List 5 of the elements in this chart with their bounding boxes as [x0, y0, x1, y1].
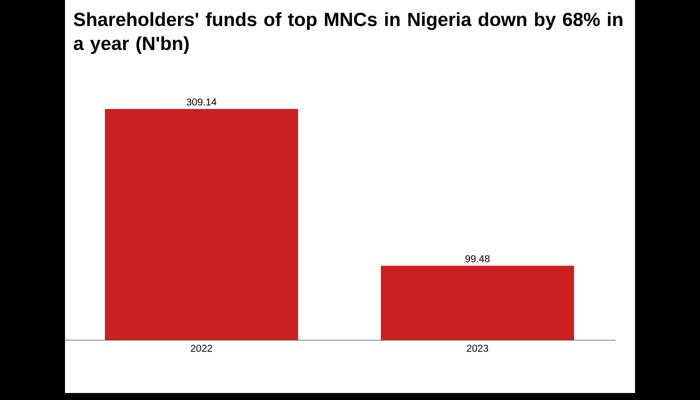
chart-title: Shareholders' funds of top MNCs in Nigeria down by 68% in a year (N'bn)	[74, 12, 622, 54]
data-label: 309.14	[186, 98, 216, 106]
data-label: 99.48	[465, 255, 490, 262]
x-tick-label: 2023	[466, 344, 488, 352]
x-tick-label: 2022	[190, 344, 212, 352]
